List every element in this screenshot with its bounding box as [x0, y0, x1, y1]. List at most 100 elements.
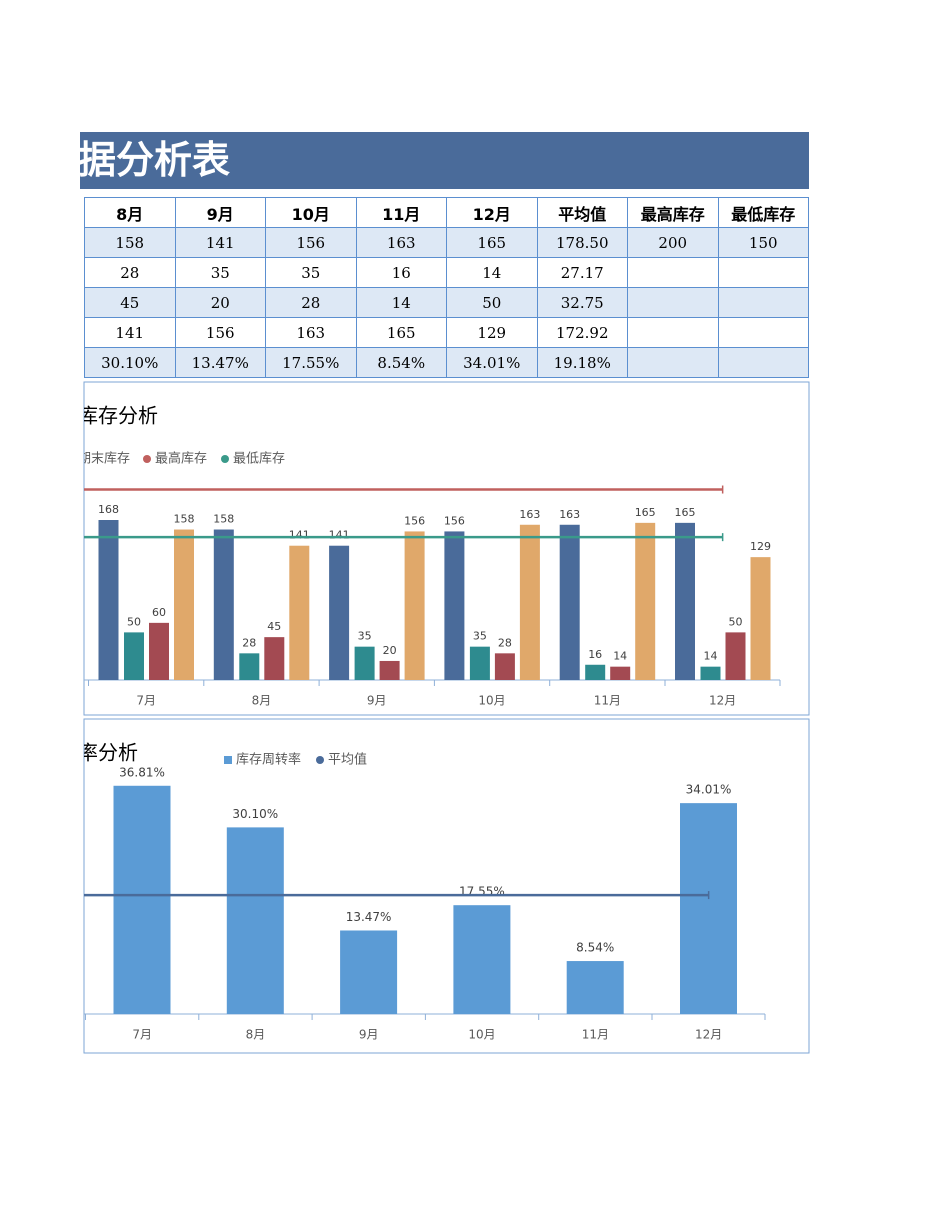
x-tick-label: 10月 [468, 1028, 495, 1042]
data-label: 16 [588, 648, 602, 661]
data-label: 17.55% [459, 885, 505, 899]
data-label: 141 [329, 529, 350, 542]
bar [453, 905, 511, 1014]
bar [289, 545, 310, 680]
data-label: 163 [519, 508, 540, 521]
bar [725, 632, 746, 680]
column-header: 10月 [265, 197, 357, 228]
legend-label: 平均值 [328, 752, 367, 768]
table-cell: 158 [84, 227, 176, 258]
x-tick-label: 12月 [695, 1028, 722, 1042]
table-cell: 14 [446, 257, 538, 288]
data-label: 36.81% [119, 765, 165, 779]
x-tick-label: 9月 [359, 1028, 379, 1042]
table-cell: 16 [355, 257, 447, 288]
bar [585, 664, 606, 680]
x-tick-label: 7月 [136, 694, 156, 708]
bar [124, 632, 144, 680]
data-label: 30.10% [232, 807, 278, 821]
bar [469, 646, 490, 680]
bar [610, 666, 631, 680]
table-cell: 163 [355, 227, 447, 258]
data-label: 158 [213, 513, 234, 526]
data-label: 156 [444, 514, 465, 527]
title-text: 据分析表 [80, 138, 231, 182]
table-cell: 19.18% [536, 347, 628, 378]
table-cell: 156 [265, 227, 357, 258]
legend-label: 最低库存 [233, 451, 285, 467]
data-label: 34.01% [686, 783, 732, 797]
bar [340, 930, 398, 1014]
legend-label: 库存周转率 [236, 752, 301, 768]
data-label: 45 [267, 620, 281, 633]
bar [149, 622, 169, 680]
column-header: 11月 [355, 197, 447, 228]
data-label: 14 [613, 650, 627, 663]
legend-marker [66, 455, 74, 463]
bar [329, 545, 350, 680]
legend-marker [221, 455, 229, 463]
chart-frame [83, 381, 810, 716]
bar [239, 653, 260, 680]
table-cell [717, 347, 809, 378]
bar [404, 531, 425, 680]
table-cell: 8.54% [355, 347, 447, 378]
data-label: 158 [174, 513, 195, 526]
legend-label: 期末库存 [78, 451, 130, 467]
table-cell [717, 287, 809, 318]
table-cell: 50 [446, 287, 538, 318]
table-cell: 20 [174, 287, 266, 318]
data-label: 165 [675, 506, 696, 519]
bar [750, 557, 771, 680]
bar [379, 660, 400, 680]
data-label: 35 [473, 630, 487, 643]
bar [566, 961, 624, 1014]
data-label: 8.54% [576, 941, 614, 955]
bar [226, 827, 284, 1014]
bar [213, 529, 234, 680]
data-label: 60 [152, 606, 166, 619]
table-cell: 165 [355, 317, 447, 348]
table-row: 30.10% 13.47% 17.55% 8.54% 34.01% 19.18% [84, 347, 809, 378]
sheet-title: 据分析表 [80, 132, 809, 189]
bar [559, 524, 580, 680]
legend-marker [224, 756, 232, 764]
bar [174, 529, 194, 680]
table-cell: 200 [627, 227, 719, 258]
data-label: 168 [98, 503, 119, 516]
x-tick-label: 7月 [132, 1028, 152, 1042]
x-tick-label: 9月 [367, 694, 387, 708]
table-cell: 27.17 [536, 257, 628, 288]
table-cell: 28 [265, 287, 357, 318]
table-cell: 45 [84, 287, 176, 318]
bar [700, 666, 721, 680]
data-label: 35 [358, 630, 372, 643]
table-cell: 141 [84, 317, 176, 348]
table-cell: 150 [717, 227, 809, 258]
legend-label: 最高库存 [155, 451, 207, 467]
data-label: 50 [127, 615, 141, 628]
bar [444, 531, 465, 680]
chart-title: 率分析 [78, 741, 138, 765]
bar [113, 785, 171, 1014]
data-label: 141 [289, 529, 310, 542]
table-cell: 129 [446, 317, 538, 348]
table-row: 45 20 28 14 50 32.75 [84, 287, 809, 318]
table-cell: 13.47% [174, 347, 266, 378]
header-row: 8月 9月 10月 11月 12月 平均值 最高库存 最低库存 [84, 197, 809, 228]
data-label: 156 [404, 514, 425, 527]
table-cell: 17.55% [265, 347, 357, 378]
x-tick-label: 8月 [252, 694, 272, 708]
bar [264, 637, 285, 680]
table-cell [627, 317, 719, 348]
bar [354, 646, 375, 680]
data-label: 165 [635, 506, 656, 519]
table-cell: 165 [446, 227, 538, 258]
bar [494, 653, 515, 680]
legend-marker [316, 756, 324, 764]
x-tick-label: 12月 [709, 694, 736, 708]
x-tick-label: 8月 [246, 1028, 266, 1042]
